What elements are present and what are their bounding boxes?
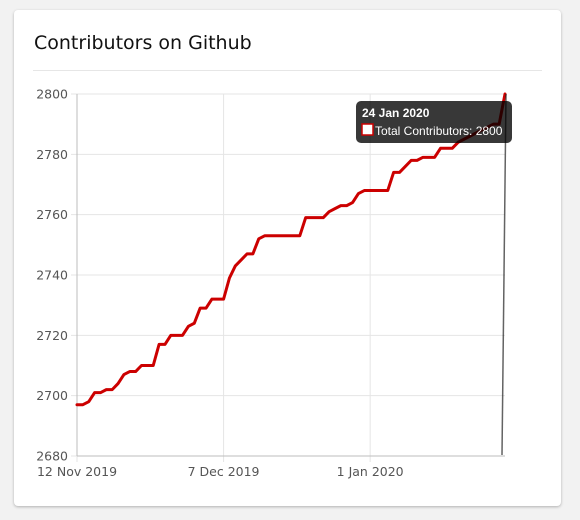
x-tick-label: 1 Jan 2020 xyxy=(337,464,404,479)
y-tick-label: 2780 xyxy=(36,147,68,162)
y-tick-label: 2740 xyxy=(36,268,68,283)
x-tick-label: 7 Dec 2019 xyxy=(188,464,260,479)
hover-guide-line xyxy=(501,93,507,456)
y-tick-label: 2680 xyxy=(36,449,68,464)
card-divider xyxy=(33,70,542,71)
y-tick-label: 2800 xyxy=(36,87,68,102)
tooltip-box xyxy=(356,101,512,143)
y-tick-label: 2760 xyxy=(36,207,68,222)
y-tick-label: 2720 xyxy=(36,328,68,343)
x-tick-label: 12 Nov 2019 xyxy=(37,464,117,479)
tooltip-label: Total Contributors: 2800 xyxy=(375,124,503,138)
series-line-total-contributors xyxy=(75,92,507,407)
tooltip-color-swatch xyxy=(361,123,374,136)
card-title: Contributors on Github xyxy=(34,32,252,54)
chart-card: Contributors on Github xyxy=(14,10,561,506)
tooltip-title: 24 Jan 2020 xyxy=(362,106,430,120)
y-tick-label: 2700 xyxy=(36,388,68,403)
